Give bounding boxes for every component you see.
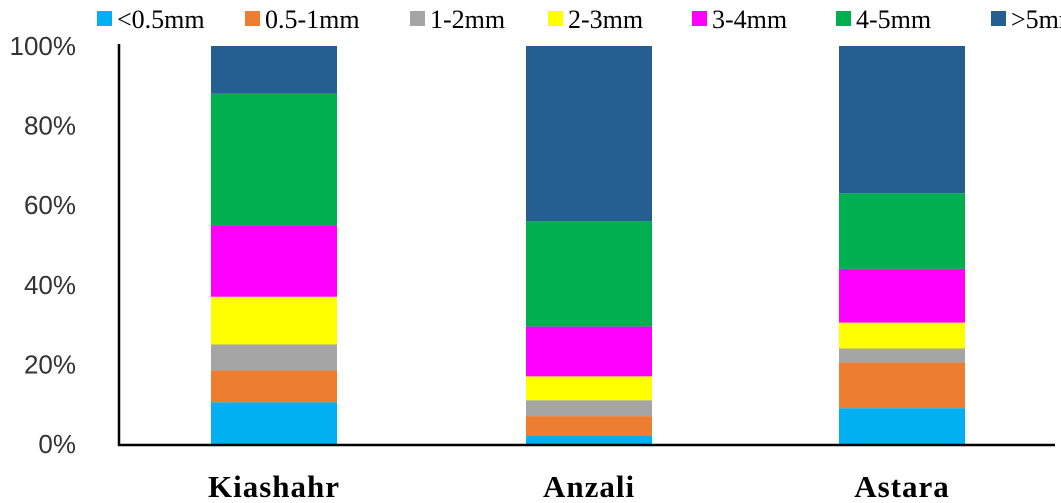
legend-item-4-5mm: 4-5mm: [836, 5, 931, 34]
bar-segment-kiashahr-3-4mm: [211, 225, 337, 297]
bar-segment-astara-1-2mm: [839, 348, 965, 363]
bar-segment-kiashahr-2-3mm: [211, 296, 337, 345]
legend-swatch: [548, 11, 563, 26]
bar-segment-astara-4-5mm: [839, 193, 965, 269]
legend-item-0-5-1mm: 0.5-1mm: [245, 5, 360, 34]
bar-segment-kiashahr-1-2mm: [211, 344, 337, 371]
legend-label: <0.5mm: [117, 5, 205, 34]
bar-segment-anzali-3-4mm: [526, 326, 652, 377]
bar-segment-astara-3-4mm: [839, 268, 965, 323]
legend-item-lt-0-5mm: <0.5mm: [97, 5, 205, 34]
legend-swatch: [836, 11, 851, 26]
legend-item-gt-5mm: >5mm: [991, 5, 1061, 34]
x-category-label: Astara: [854, 469, 950, 503]
x-category-label: Kiashahr: [208, 469, 340, 503]
y-tick-label: 80%: [24, 111, 76, 141]
bar-segment-kiashahr-4-5mm: [211, 93, 337, 226]
legend-label: 3-4mm: [712, 5, 787, 34]
bar-segment-astara-gt-5mm: [839, 46, 965, 194]
legend-label: >5mm: [1011, 5, 1061, 34]
legend-label: 0.5-1mm: [265, 5, 360, 34]
y-tick-label: 0%: [38, 429, 76, 459]
legend-label: 4-5mm: [856, 5, 931, 34]
bar-segment-astara-lt-0-5mm: [839, 408, 965, 444]
y-tick-label: 100%: [10, 31, 77, 61]
legend-item-3-4mm: 3-4mm: [692, 5, 787, 34]
legend-swatch: [692, 11, 707, 26]
bar-segment-anzali-2-3mm: [526, 376, 652, 401]
bar-segment-kiashahr-0-5-1mm: [211, 370, 337, 403]
legend-item-1-2mm: 1-2mm: [410, 5, 505, 34]
y-tick-label: 40%: [24, 270, 76, 300]
legend-label: 1-2mm: [430, 5, 505, 34]
bar-segment-kiashahr-lt-0-5mm: [211, 402, 337, 444]
y-axis-ticks: 0% 20% 40% 60% 80% 100%: [10, 31, 77, 459]
legend-swatch: [245, 11, 260, 26]
bars-group: [211, 46, 965, 444]
bar-segment-anzali-gt-5mm: [526, 46, 652, 222]
chart-legend: <0.5mm 0.5-1mm 1-2mm 2-3mm 3-4mm 4-5mm >5mm: [97, 5, 1061, 34]
bar-segment-anzali-0-5-1mm: [526, 416, 652, 437]
legend-swatch: [97, 11, 112, 26]
y-tick-label: 20%: [24, 349, 76, 379]
x-category-label: Anzali: [543, 469, 635, 503]
legend-item-2-3mm: 2-3mm: [548, 5, 643, 34]
y-tick-label: 60%: [24, 190, 76, 220]
bar-segment-anzali-4-5mm: [526, 221, 652, 327]
bar-segment-astara-2-3mm: [839, 322, 965, 349]
x-axis-categories: Kiashahr Anzali Astara: [208, 469, 950, 503]
bar-segment-astara-0-5-1mm: [839, 362, 965, 409]
bar-segment-anzali-lt-0-5mm: [526, 436, 652, 444]
bar-segment-kiashahr-gt-5mm: [211, 46, 337, 94]
legend-swatch: [410, 11, 425, 26]
legend-swatch: [991, 11, 1006, 26]
bar-segment-anzali-1-2mm: [526, 400, 652, 417]
legend-label: 2-3mm: [568, 5, 643, 34]
